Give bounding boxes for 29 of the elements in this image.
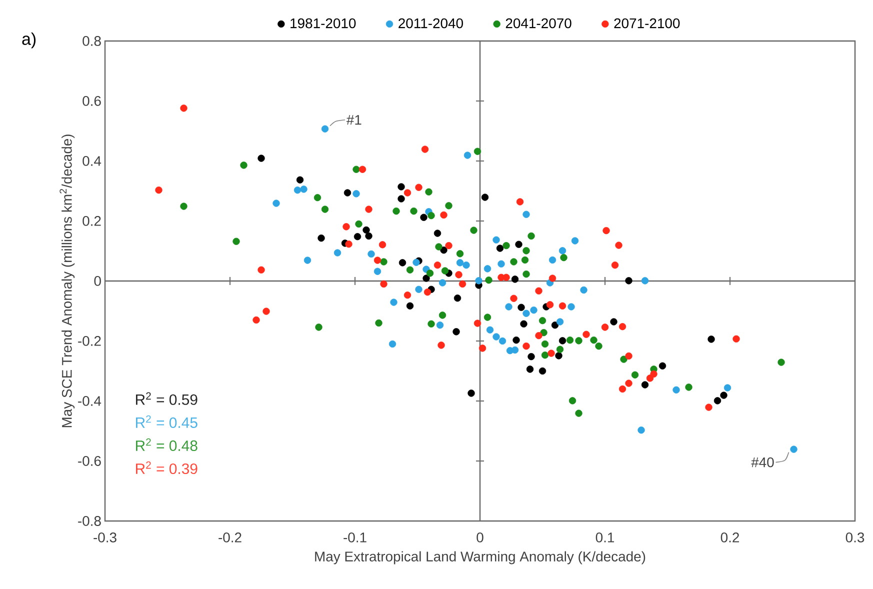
legend-label: 1981-2010 [290, 18, 356, 28]
x-tick-label: 0.3 [846, 532, 864, 542]
y-tick-label: 0.2 [82, 216, 101, 226]
x-tick-label: -0.1 [344, 532, 366, 542]
x-axis-title: May Extratropical Land Warming Anomaly (K/decade) [315, 551, 646, 564]
x-tick-label: 0 [476, 532, 484, 542]
y-tick-label: -0.8 [78, 516, 101, 526]
annotation: #40 [751, 457, 774, 468]
x-tick-label: -0.2 [218, 532, 242, 542]
legend-label: 2041-2070 [506, 18, 572, 28]
annotation: R$^{2}$ = 0.59 [136, 392, 198, 405]
y-tick-label: -0.6 [78, 456, 101, 466]
y-tick-label: 0.4 [82, 156, 102, 166]
annotation: #1 [346, 115, 362, 125]
y-tick-label: 0 [94, 276, 101, 286]
y-tick-label: 0.6 [82, 96, 101, 106]
annotation: R$^{2}$ = 0.39 [136, 461, 198, 474]
y-tick-label: 0.8 [82, 36, 101, 46]
y-tick-label: -0.4 [78, 396, 102, 406]
y-tick-label: -0.2 [78, 336, 101, 346]
x-tick-label: 0.1 [596, 532, 614, 542]
annotation: R$^{2}$ = 0.48 [136, 438, 198, 451]
legend-label: 2071-2100 [614, 18, 680, 28]
legend-label: 2011-2040 [398, 18, 463, 28]
y-axis-title: May SCE Trend Anomaly (millions km$^{2}$/decade) [60, 134, 75, 428]
x-tick-label: -0.3 [94, 532, 116, 542]
x-tick-label: 0.2 [720, 532, 740, 542]
chart-title: a) [22, 32, 36, 48]
annotation: R$^{2}$ = 0.45 [136, 415, 198, 428]
